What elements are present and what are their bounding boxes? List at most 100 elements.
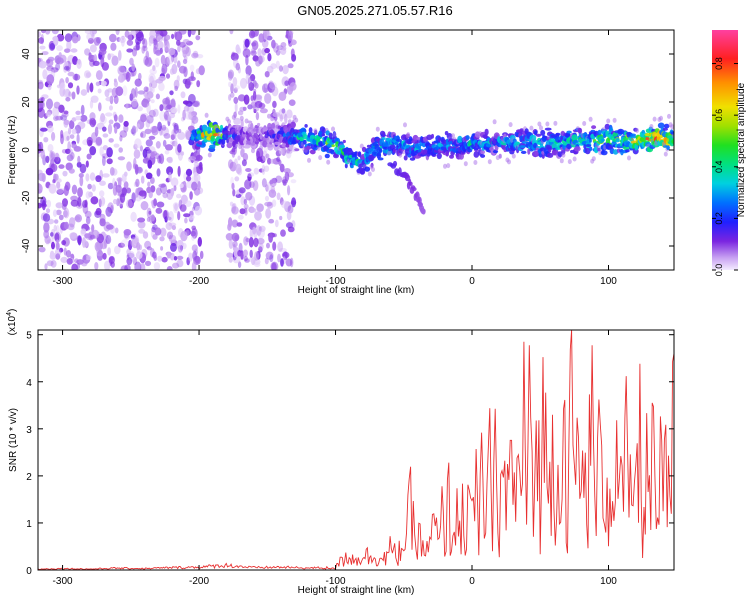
noise-cell (271, 86, 279, 97)
noise-cell (248, 237, 254, 248)
noise-cell (282, 181, 287, 186)
noise-cell (136, 123, 141, 129)
signal-cell (591, 125, 597, 129)
noise-cell (192, 50, 199, 58)
noise-cell (145, 149, 152, 154)
noise-cell (271, 39, 276, 49)
noise-cell (232, 77, 238, 87)
noise-cell (45, 111, 52, 117)
noise-cell (264, 165, 270, 172)
noise-cell (40, 96, 45, 103)
noise-cell (227, 69, 235, 79)
signal-cell (366, 144, 371, 148)
snr-y-axis: 0 1 2 3 4 5 (26, 331, 674, 577)
noise-cell (120, 265, 129, 270)
noise-cell (168, 222, 177, 227)
halo-cell (401, 149, 406, 155)
noise-cell (279, 163, 285, 173)
noise-cell (121, 187, 128, 196)
x-tick-label: -300 (53, 576, 73, 587)
noise-cell (154, 30, 162, 35)
noise-cell (256, 225, 262, 236)
noise-cell (118, 147, 123, 153)
noise-cell (168, 47, 176, 56)
noise-cell (164, 56, 170, 67)
noise-cell (99, 115, 107, 125)
noise-cell (287, 185, 291, 196)
noise-cell (131, 98, 138, 108)
noise-cell (79, 163, 87, 174)
noise-cell (233, 87, 238, 93)
noise-cell (269, 178, 277, 188)
noise-cell (258, 225, 266, 232)
x-tick-label: 100 (600, 276, 617, 287)
noise-cell (156, 201, 165, 208)
noise-cell (264, 47, 270, 54)
halo-cell (251, 148, 255, 154)
noise-cell (48, 183, 57, 194)
signal-cell (585, 144, 592, 147)
y-tick-label: -20 (21, 190, 32, 205)
noise-cell (160, 246, 164, 251)
noise-cell (55, 253, 61, 260)
noise-cell (105, 96, 113, 102)
noise-cell (133, 45, 141, 51)
noise-cell (275, 49, 281, 56)
noise-cell (170, 242, 177, 252)
noise-cell (56, 57, 64, 65)
noise-cell (38, 60, 47, 69)
noise-cell (154, 227, 162, 236)
noise-cell (231, 232, 240, 242)
noise-cell (237, 110, 244, 116)
snr-marks (38, 330, 674, 570)
noise-cell (186, 175, 192, 182)
noise-cell (65, 250, 72, 258)
noise-cell (289, 82, 297, 91)
signal-band (187, 112, 674, 177)
noise-cell (157, 121, 163, 132)
noise-cell (165, 216, 172, 221)
noise-cell (254, 262, 261, 268)
signal-cell (243, 139, 247, 145)
halo-cell (294, 117, 299, 123)
noise-cell (150, 125, 158, 134)
noise-cell (38, 81, 44, 90)
noise-cell (267, 157, 272, 165)
noise-cell (150, 229, 155, 238)
noise-cell (285, 258, 293, 267)
snr-frame (37, 329, 675, 571)
halo-cell (649, 124, 654, 129)
noise-cell (167, 156, 173, 164)
noise-cell (145, 139, 153, 147)
x-tick-label: -100 (326, 276, 346, 287)
noise-cell (176, 193, 182, 199)
noise-cell (279, 114, 283, 122)
noise-cell (176, 259, 184, 268)
halo-cell (508, 122, 513, 128)
noise-cell (136, 242, 141, 251)
noise-cell (50, 260, 57, 268)
noise-cell (228, 81, 232, 88)
signal-cell (431, 133, 434, 139)
noise-cell (235, 189, 240, 196)
noise-cell (132, 47, 137, 57)
noise-cell (287, 63, 294, 69)
noise-cell (153, 198, 158, 207)
noise-cell (68, 168, 75, 174)
noise-cell (137, 220, 146, 229)
noise-cell (170, 177, 179, 187)
noise-cell (189, 191, 193, 200)
halo-cell (670, 124, 674, 130)
noise-cell (242, 106, 247, 111)
noise-cell (107, 123, 113, 135)
noise-cell (150, 151, 155, 159)
halo-cell (443, 163, 447, 169)
noise-cell (56, 45, 63, 52)
halo-cell (387, 150, 391, 156)
noise-cell (289, 39, 297, 46)
signal-cell (465, 135, 470, 141)
noise-cell (274, 219, 279, 228)
noise-cell (70, 48, 78, 53)
signal-cell (250, 122, 254, 130)
noise-cell (144, 128, 152, 135)
